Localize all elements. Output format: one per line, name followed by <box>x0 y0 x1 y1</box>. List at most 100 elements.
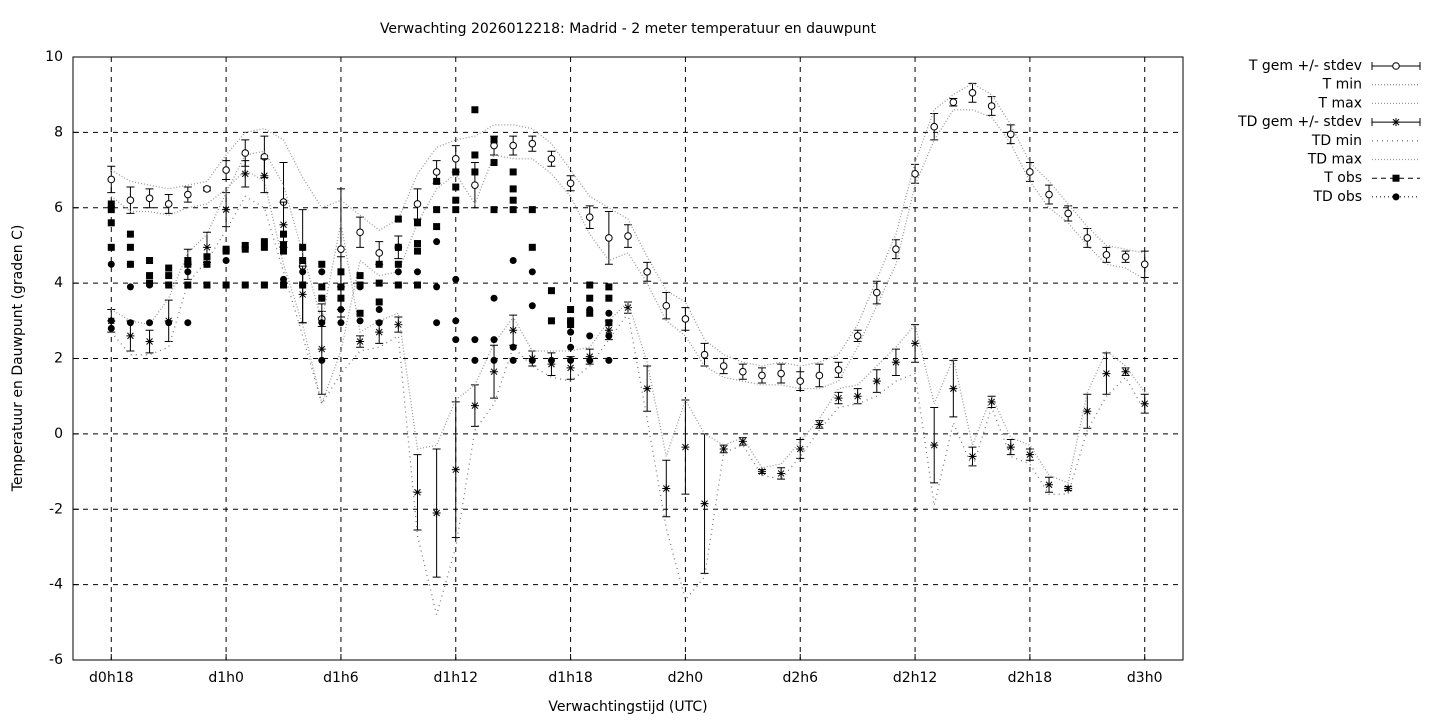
marker <box>337 283 345 291</box>
marker <box>605 234 613 242</box>
chart-title: Verwachting 2026012218: Madrid - 2 meter… <box>380 21 877 37</box>
marker <box>700 350 709 359</box>
marker <box>662 301 671 310</box>
marker <box>624 232 632 240</box>
marker <box>681 443 690 452</box>
marker <box>796 444 805 453</box>
marker <box>528 139 537 148</box>
marker <box>375 319 383 327</box>
marker <box>337 268 345 276</box>
marker <box>394 268 402 276</box>
marker <box>1392 174 1400 182</box>
legend-label: T gem +/- stdev <box>1248 58 1362 74</box>
marker <box>1083 407 1092 416</box>
marker <box>222 247 230 255</box>
marker <box>796 377 805 385</box>
marker <box>260 171 269 180</box>
marker <box>433 177 441 185</box>
marker <box>394 281 402 289</box>
marker <box>126 243 134 251</box>
marker <box>222 257 230 265</box>
marker <box>490 206 498 214</box>
marker <box>433 223 441 231</box>
x-tick-label: d2h18 <box>1008 670 1052 686</box>
y-tick-label: -2 <box>49 501 63 517</box>
marker <box>528 356 536 364</box>
marker <box>1140 260 1149 269</box>
marker <box>1102 369 1111 378</box>
marker <box>451 465 460 474</box>
marker <box>318 260 326 268</box>
x-tick-label: d2h12 <box>893 670 937 686</box>
marker <box>413 281 421 289</box>
marker <box>1064 209 1072 218</box>
marker <box>337 306 345 314</box>
marker <box>356 337 365 346</box>
marker <box>184 319 192 327</box>
marker <box>279 220 288 229</box>
marker <box>184 268 192 276</box>
marker <box>528 206 536 214</box>
marker <box>567 328 575 336</box>
marker <box>509 257 517 265</box>
marker <box>146 257 154 265</box>
y-tick-label: 4 <box>54 275 63 291</box>
marker <box>566 179 575 188</box>
marker <box>853 332 862 340</box>
marker <box>203 260 211 268</box>
y-tick-label: 6 <box>54 200 63 216</box>
marker <box>719 362 728 370</box>
marker <box>605 319 613 327</box>
y-tick-label: 0 <box>54 426 63 442</box>
marker <box>452 196 460 204</box>
marker <box>260 243 268 251</box>
marker <box>987 397 996 406</box>
marker <box>317 345 326 354</box>
marker <box>433 319 441 327</box>
marker <box>719 444 728 453</box>
marker <box>1006 443 1015 452</box>
x-tick-label: d2h6 <box>782 670 818 686</box>
marker <box>126 319 134 327</box>
marker <box>509 206 517 214</box>
marker <box>107 317 115 325</box>
marker <box>471 336 479 344</box>
marker <box>165 319 173 327</box>
series-line <box>110 109 1146 406</box>
marker <box>260 281 268 289</box>
marker <box>586 294 594 302</box>
x-axis-label: Verwachtingstijd (UTC) <box>548 699 707 715</box>
marker <box>490 294 498 302</box>
marker <box>222 205 231 214</box>
marker <box>203 185 211 193</box>
marker <box>184 281 192 289</box>
marker <box>356 272 364 280</box>
marker <box>280 275 288 283</box>
marker <box>1006 130 1015 139</box>
marker <box>126 283 134 291</box>
marker <box>987 102 996 110</box>
marker <box>471 168 479 176</box>
marker <box>452 206 460 214</box>
marker <box>509 326 518 335</box>
marker <box>930 441 939 450</box>
marker <box>547 287 555 295</box>
marker <box>318 268 326 276</box>
marker <box>490 159 498 167</box>
marker <box>490 336 498 344</box>
marker <box>394 320 403 329</box>
marker <box>165 281 173 289</box>
marker <box>280 230 288 238</box>
marker <box>815 420 824 429</box>
marker <box>567 317 575 325</box>
marker <box>681 315 690 323</box>
marker <box>222 281 230 289</box>
marker <box>318 356 326 364</box>
marker <box>1045 190 1053 199</box>
marker <box>662 484 671 493</box>
marker <box>394 215 402 223</box>
x-tick-label: d1h0 <box>208 670 244 686</box>
marker <box>146 319 154 327</box>
marker <box>299 243 307 251</box>
marker <box>490 356 498 364</box>
